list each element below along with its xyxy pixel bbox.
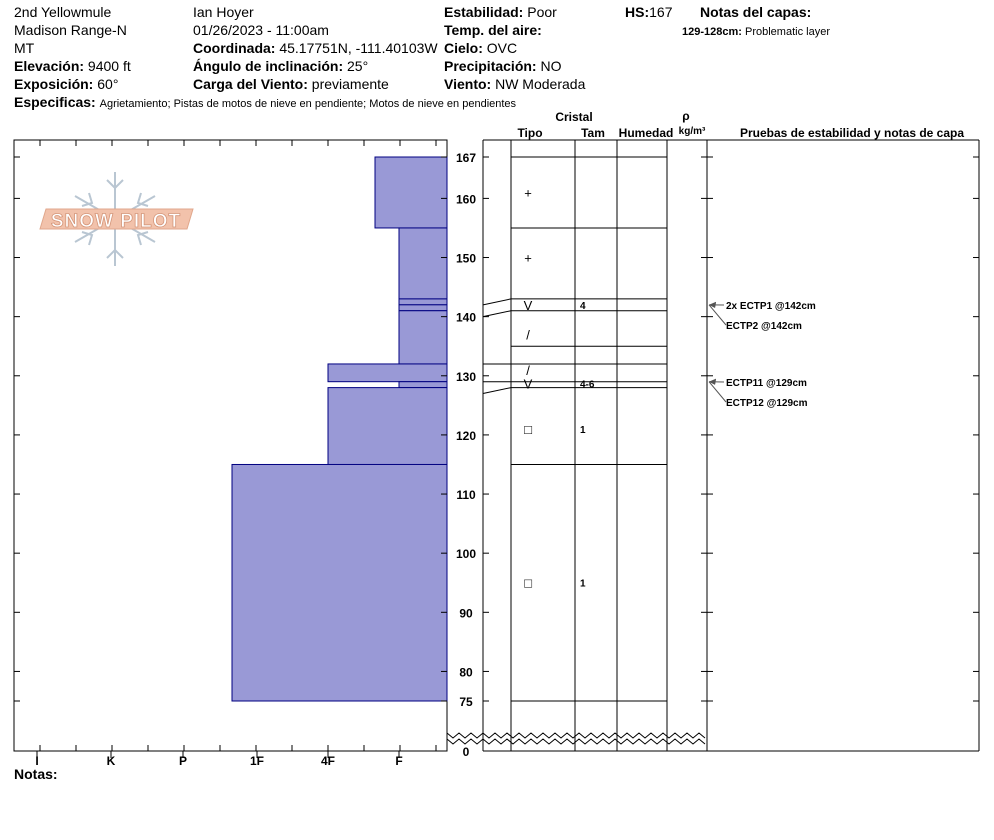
coordinates: Coordinada: 45.17751N, -111.40103W bbox=[193, 40, 438, 56]
axis-break-zigzag bbox=[446, 732, 706, 745]
depth-label-90: 90 bbox=[459, 606, 473, 620]
test-label-0: 2x ECTP1 @142cm bbox=[726, 301, 816, 312]
hardness-bar-4 bbox=[398, 310, 448, 365]
depth-label-160: 160 bbox=[456, 192, 476, 206]
hardness-label-P: P bbox=[179, 754, 187, 768]
notes-label: Notas: bbox=[14, 766, 58, 782]
depth-label-140: 140 bbox=[456, 311, 476, 325]
hardness-bar-1 bbox=[398, 227, 448, 300]
grain-size: 1 bbox=[580, 425, 586, 436]
range-name: Madison Range-N bbox=[14, 22, 127, 38]
hardness-label-I: I bbox=[35, 754, 38, 768]
hardness-bars bbox=[231, 156, 448, 702]
grain-size: 1 bbox=[580, 579, 586, 590]
zigzag-line bbox=[446, 738, 706, 745]
hardness-label-1F: 1F bbox=[250, 754, 264, 768]
air-temp: Temp. del aire: bbox=[444, 22, 542, 38]
stability-tests: 2x ECTP1 @142cm ECTP2 @142cm ECTP11 @129cm… bbox=[708, 301, 816, 409]
density-symbol: ρ bbox=[682, 109, 689, 123]
tests-header: Pruebas de estabilidad y notas de capa bbox=[740, 126, 964, 140]
density-unit: kg/m³ bbox=[679, 126, 706, 137]
grain-size: 4 bbox=[580, 301, 586, 312]
test-label-2: ECTP11 @129cm bbox=[726, 378, 807, 389]
grain-type: / bbox=[526, 363, 530, 378]
tam-header: Tam bbox=[581, 126, 605, 140]
layer-notes-title: Notas del capas: bbox=[700, 4, 812, 20]
depth-label-100: 100 bbox=[456, 547, 476, 561]
test-label-1: ECTP2 @142cm bbox=[726, 321, 802, 332]
hardness-bar-3 bbox=[398, 304, 448, 312]
layer-connector bbox=[482, 310, 512, 318]
hardness-bar-2 bbox=[398, 298, 448, 306]
datetime: 01/26/2023 - 11:00am bbox=[193, 22, 329, 38]
test-label-3: ECTP12 @129cm bbox=[726, 398, 808, 409]
zigzag-line bbox=[446, 732, 706, 739]
hardness-plot: I K P 1F 4F F bbox=[13, 139, 448, 768]
sky: Cielo: OVC bbox=[444, 40, 518, 56]
snowpilot-logo: SNOW PILOT bbox=[39, 172, 194, 266]
layer-connector bbox=[482, 387, 512, 395]
wind-load: Carga del Viento: previamente bbox=[193, 76, 389, 92]
elevation: Elevación: 9400 ft bbox=[14, 58, 131, 74]
depth-label-80: 80 bbox=[459, 665, 473, 679]
hardness-label-K: K bbox=[107, 754, 116, 768]
depth-axis: 167 160 150 140 130 120 110 100 90 80 75 0 bbox=[14, 151, 979, 759]
grain-type: + bbox=[524, 185, 532, 200]
depth-label-75: 75 bbox=[459, 695, 473, 709]
depth-label-0: 0 bbox=[463, 745, 470, 759]
layer-connector bbox=[482, 298, 512, 306]
aspect: Exposición: 60° bbox=[14, 76, 119, 92]
location-name: 2nd Yellowmule bbox=[14, 4, 112, 20]
hardness-bar-8 bbox=[231, 463, 448, 702]
hardness-ticks: I K P 1F 4F F bbox=[35, 140, 437, 768]
depth-label-150: 150 bbox=[456, 252, 476, 266]
state-name: MT bbox=[14, 40, 35, 56]
precipitation: Precipitación: NO bbox=[444, 58, 562, 74]
grain-type: / bbox=[526, 327, 530, 342]
observer: Ian Hoyer bbox=[193, 4, 254, 20]
wind: Viento: NW Moderada bbox=[444, 76, 586, 92]
stability: Estabilidad: Poor bbox=[444, 4, 557, 20]
grain-type: □ bbox=[524, 422, 532, 437]
hardness-bar-7 bbox=[327, 387, 448, 465]
test-arrowhead bbox=[709, 301, 716, 308]
depth-label-110: 110 bbox=[456, 488, 476, 502]
grain-size: 4-6 bbox=[580, 379, 595, 390]
cristal-header: Cristal bbox=[555, 110, 592, 124]
logo-text: SNOW PILOT bbox=[51, 211, 181, 232]
grain-type: + bbox=[524, 251, 532, 266]
depth-label-130: 130 bbox=[456, 370, 476, 384]
test-arrow bbox=[708, 381, 727, 403]
layer-note: 129-128cm: Problematic layer bbox=[682, 26, 830, 38]
grain-type: V bbox=[524, 376, 533, 391]
depth-label-167: 167 bbox=[456, 151, 476, 165]
layer-table: Cristal Tipo Tam Humedad ρ kg/m³ Pruebas… bbox=[446, 109, 980, 752]
hardness-bar-5 bbox=[327, 363, 448, 383]
hardness-bar-6 bbox=[398, 381, 448, 389]
tipo-header: Tipo bbox=[517, 126, 542, 140]
specifics: Especificas: Agrietamiento; Pistas de mo… bbox=[14, 94, 517, 110]
slope-angle: Ángulo de inclinación: 25° bbox=[193, 58, 369, 74]
test-arrow bbox=[708, 304, 727, 326]
hardness-label-4F: 4F bbox=[321, 754, 335, 768]
layer-rows: ++V 4//V 4-6□ 1□ 1 bbox=[482, 156, 667, 702]
grain-type: V bbox=[524, 298, 533, 313]
test-arrowhead bbox=[709, 378, 716, 385]
hardness-bar-0 bbox=[374, 156, 448, 229]
humedad-header: Humedad bbox=[619, 126, 674, 140]
grain-type: □ bbox=[524, 576, 532, 591]
hardness-label-F: F bbox=[395, 754, 402, 768]
snow-height: HS:167 bbox=[625, 4, 673, 20]
depth-label-120: 120 bbox=[456, 429, 476, 443]
